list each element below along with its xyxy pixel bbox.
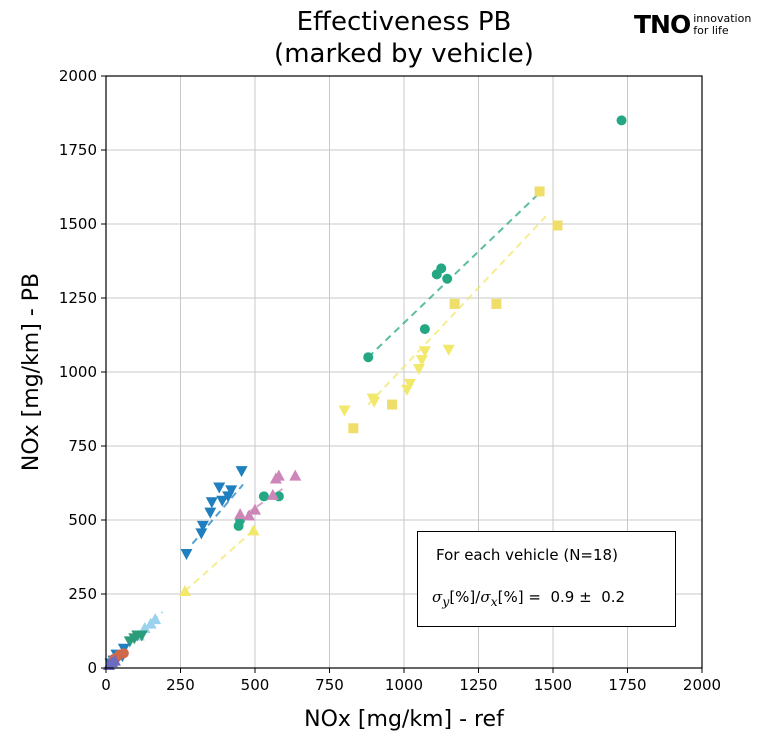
data-point — [196, 520, 209, 532]
data-point — [491, 298, 502, 309]
data-point — [418, 346, 431, 358]
annotation-line-1: For each vehicle (N=18) — [436, 546, 618, 564]
data-point — [272, 469, 285, 481]
logo-tagline-line-2: for life — [693, 23, 729, 37]
annotation-box: For each vehicle (N=18) σy[%]/σx[%] = 0.… — [417, 531, 676, 627]
data-point — [204, 507, 217, 519]
data-point — [289, 469, 302, 481]
data-point — [247, 524, 260, 536]
tick-labels: 0 250 500 750 1000 1250 1500 1750 2000 0 250 500 750… — [59, 67, 721, 694]
data-point — [552, 220, 563, 231]
data-point — [449, 298, 460, 309]
data-point — [195, 528, 208, 540]
data-point — [216, 495, 229, 507]
y-axis-label: NOx [mg/km] - PB — [19, 273, 44, 471]
y-tick-label: 2000 — [59, 67, 97, 85]
data-point — [234, 508, 247, 520]
x-tick-label: 2000 — [683, 676, 721, 694]
x-tick-label: 500 — [241, 676, 270, 694]
fit-line — [367, 214, 548, 406]
data-point — [368, 396, 381, 408]
tno-logo: TNO innovation for life — [634, 12, 751, 37]
data-points — [102, 115, 627, 671]
annotation-result: [%] = 0.9 ± 0.2 — [497, 588, 626, 606]
data-point — [108, 654, 121, 666]
sigma-x-symbol: σ — [480, 588, 491, 606]
x-tick-label: 750 — [315, 676, 344, 694]
y-tick-label: 1000 — [59, 363, 97, 381]
data-point — [225, 485, 238, 497]
x-tick-label: 1750 — [608, 676, 646, 694]
data-point — [436, 263, 447, 274]
data-point — [266, 488, 279, 500]
x-tick-label: 250 — [166, 676, 195, 694]
data-point — [205, 497, 218, 509]
annotation-mid: [%]/ — [449, 588, 481, 606]
data-point — [235, 466, 248, 478]
y-tick-label: 750 — [68, 437, 97, 455]
data-point — [403, 378, 416, 390]
logo-tagline-line-1: innovation — [693, 11, 752, 25]
x-tick-label: 1000 — [385, 676, 423, 694]
data-point — [616, 115, 627, 126]
chart-title-line-2: (marked by vehicle) — [274, 39, 534, 69]
x-axis-label: NOx [mg/km] - ref — [304, 707, 505, 732]
data-point — [387, 399, 398, 410]
data-point — [363, 352, 374, 363]
data-point — [442, 273, 453, 284]
x-tick-label: 1250 — [459, 676, 497, 694]
data-point — [118, 648, 129, 659]
data-point — [442, 344, 455, 356]
fit-line — [367, 190, 542, 358]
sigma-y-symbol: σ — [432, 588, 443, 606]
data-point — [213, 482, 226, 494]
chart-title-line-1: Effectiveness PB — [296, 7, 512, 37]
y-tick-label: 0 — [87, 659, 97, 677]
data-point — [138, 622, 151, 634]
y-tick-label: 250 — [68, 585, 97, 603]
y-tick-label: 500 — [68, 511, 97, 529]
sigma-y-subscript: y — [442, 594, 450, 609]
data-point — [249, 503, 261, 515]
data-point — [149, 613, 162, 625]
y-tick-label: 1500 — [59, 215, 97, 233]
x-tick-label: 1500 — [534, 676, 572, 694]
data-point — [135, 630, 148, 642]
data-point — [534, 186, 545, 197]
y-tick-label: 1750 — [59, 141, 97, 159]
data-point — [258, 491, 269, 502]
data-point — [348, 423, 359, 434]
data-point — [419, 324, 430, 335]
logo-mark: TNO — [634, 10, 691, 39]
data-point — [178, 585, 191, 597]
data-point — [243, 509, 256, 521]
y-tick-label: 1250 — [59, 289, 97, 307]
annotation-line-2: σy[%]/σx[%] = 0.9 ± 0.2 — [432, 588, 625, 609]
data-point — [415, 355, 428, 367]
chart-title: Effectiveness PB (marked by vehicle) — [106, 6, 702, 70]
sigma-x-subscript: x — [490, 594, 498, 609]
logo-tagline: innovation for life — [693, 11, 752, 37]
data-point — [412, 364, 425, 376]
data-point — [338, 405, 351, 417]
x-tick-label: 0 — [101, 676, 111, 694]
fit-line — [184, 528, 256, 592]
data-point — [180, 549, 193, 561]
